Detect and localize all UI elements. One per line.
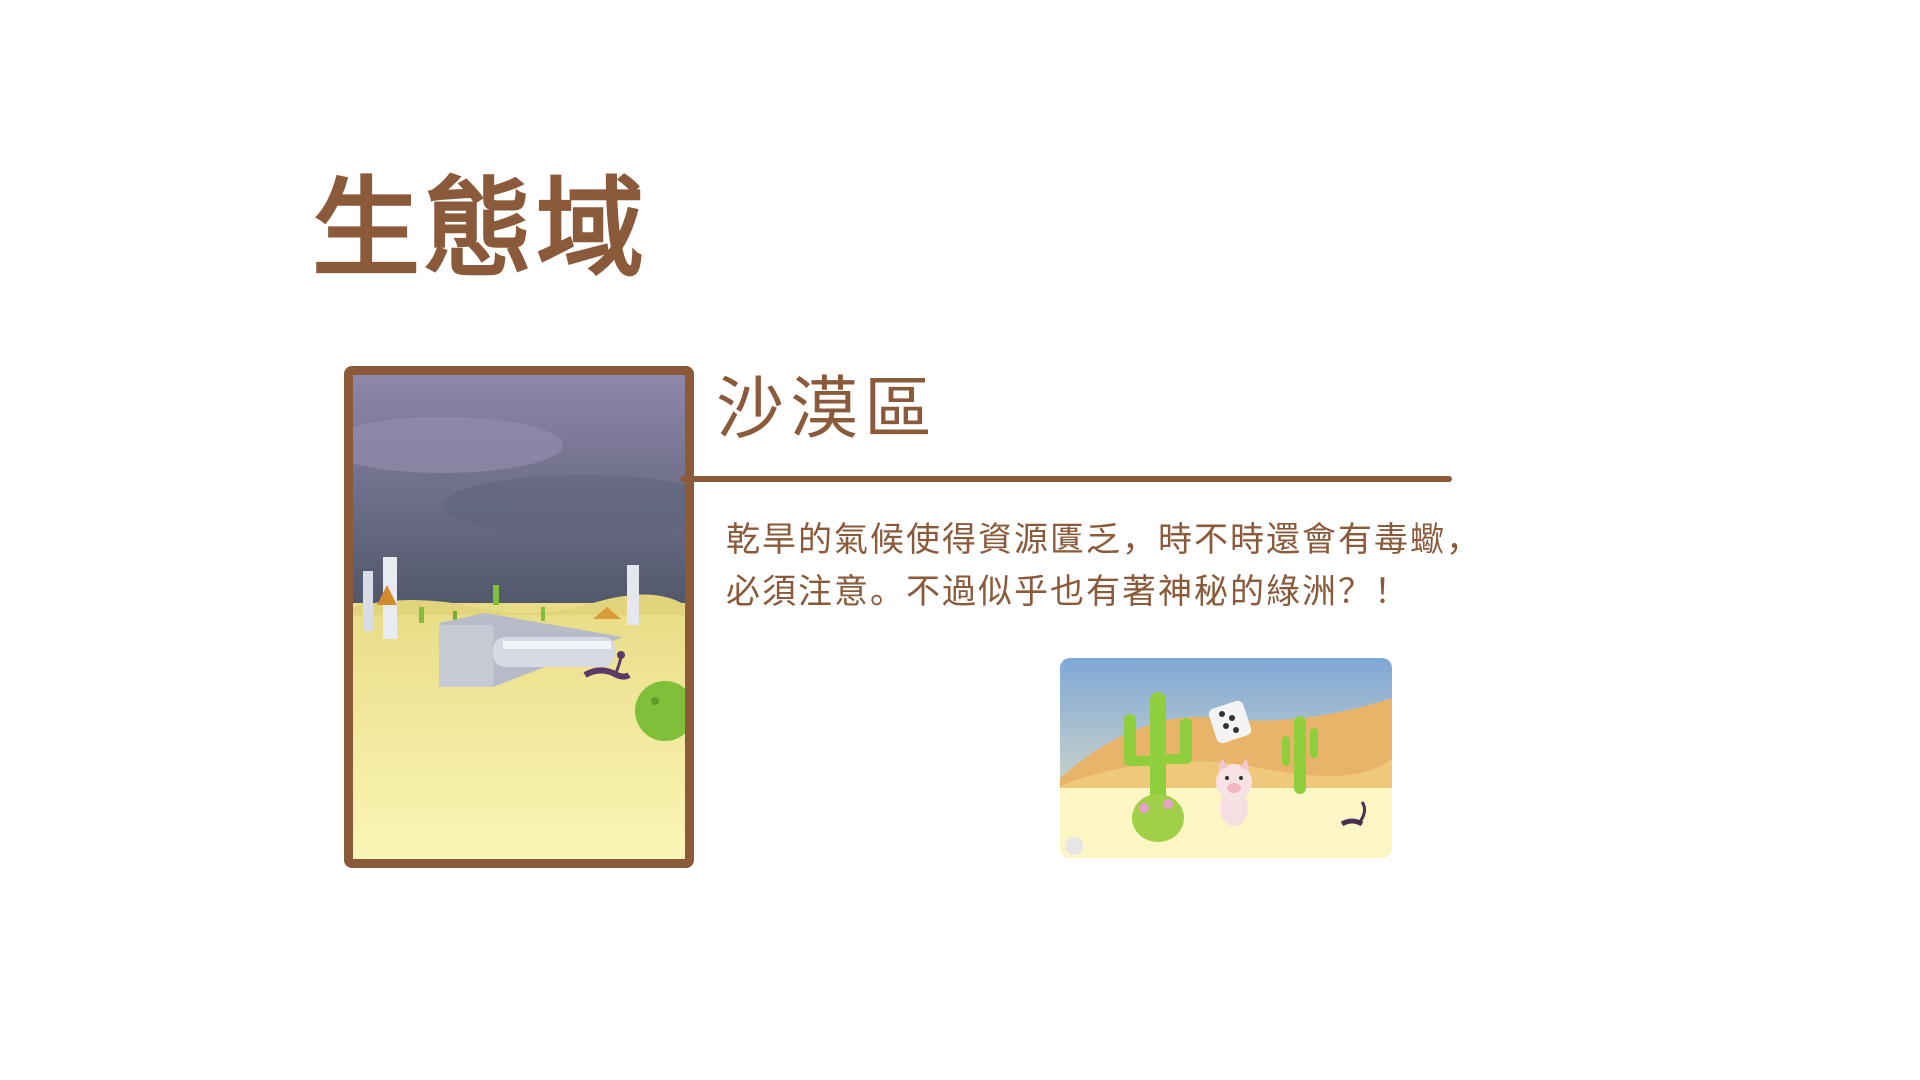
description-line: 乾旱的氣候使得資源匱乏，時不時還會有毒蠍， bbox=[726, 520, 1482, 560]
section-description: 乾旱的氣候使得資源匱乏，時不時還會有毒蠍， 必須注意。不過似乎也有著神秘的綠洲？… bbox=[726, 514, 1482, 618]
desert-scene-illustration bbox=[353, 375, 685, 859]
description-line: 必須注意。不過似乎也有著神秘的綠洲？！ bbox=[726, 572, 1410, 612]
section-title: 沙漠區 bbox=[716, 370, 939, 449]
desert-characters-illustration bbox=[1060, 658, 1392, 858]
desert-characters-thumbnail bbox=[1060, 658, 1392, 858]
page-title: 生態域 bbox=[312, 167, 649, 292]
section-divider bbox=[680, 476, 1452, 482]
desert-scene-image bbox=[344, 366, 694, 868]
